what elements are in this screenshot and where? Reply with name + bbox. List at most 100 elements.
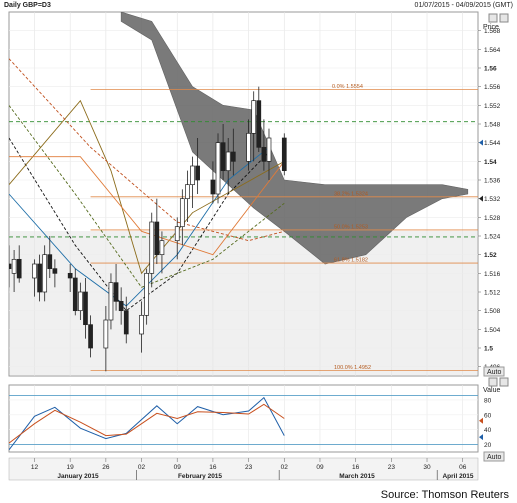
x-month-label: April 2015 (442, 473, 473, 480)
osc-tick-label: 60 (484, 412, 492, 419)
x-month-label: February 2015 (178, 473, 222, 480)
osc-axis-title: Value (483, 387, 500, 394)
candle-down (154, 221, 160, 256)
price-tick-label: 1.512 (484, 290, 501, 297)
candle-up (174, 226, 180, 242)
osc-auto-button[interactable] (483, 451, 505, 462)
candle-down (88, 324, 93, 349)
moving-average-line-1 (9, 137, 270, 312)
moving-average-line-2 (9, 105, 285, 288)
osc-panel-close-button[interactable] (499, 377, 509, 387)
price-lower-shade (10, 231, 477, 375)
candle-down (47, 254, 53, 270)
oscillator-lines (9, 396, 285, 451)
candle-up (266, 137, 272, 162)
candle-up (159, 240, 165, 256)
candle-up (11, 258, 17, 274)
x-tick-label: 06 (459, 464, 467, 471)
price-tick-label: 1.544 (484, 140, 501, 147)
candle-up (149, 221, 155, 274)
price-tick-label: 1.56 (484, 66, 497, 73)
x-tick-label: 30 (423, 464, 431, 471)
candle-down (113, 282, 119, 302)
price-tick-label: 1.548 (484, 122, 501, 129)
candle-down (256, 100, 262, 148)
candle-down (37, 263, 42, 293)
price-tick-label: 1.54 (484, 159, 497, 166)
x-tick-label: 12 (31, 464, 39, 471)
candle-up (42, 254, 48, 293)
price-tick-label: 1.528 (484, 215, 501, 222)
price-tick-label: 1.568 (484, 28, 501, 35)
candle-up (251, 100, 257, 134)
price-panel-minimize-button[interactable] (488, 13, 498, 23)
candle-down (230, 151, 236, 162)
x-tick-label: 16 (209, 464, 217, 471)
fib-label: 50.0% 1.5253 (334, 224, 368, 230)
moving-average-line-5 (9, 58, 285, 242)
reference-lines (9, 121, 478, 238)
candle-up (190, 165, 195, 186)
moving-average-line-3 (9, 99, 285, 275)
price-tick-label: 1.508 (484, 308, 501, 315)
x-tick-label: 09 (174, 464, 182, 471)
candle-down (16, 258, 22, 279)
osc-tick-label: 40 (484, 427, 492, 434)
price-tick-label: 1.516 (484, 271, 501, 278)
x-axis: 12 19 26 02 09 16 23 02 09 16 23 30 06 January 2015 Fe… (31, 458, 474, 480)
candle-down (220, 142, 226, 172)
x-tick-label: 16 (352, 464, 360, 471)
x-month-label: March 2015 (339, 473, 375, 480)
osc-tick-label: 80 (484, 397, 492, 404)
candle-down (83, 291, 88, 326)
oscillator-grid (9, 385, 478, 452)
oscillator-line-1 (9, 403, 285, 444)
chart-title: Daily GBP=D3 (4, 2, 51, 9)
candle-up (78, 291, 83, 312)
candle-down (123, 310, 129, 335)
fib-label: 100.0% 1.4952 (334, 365, 371, 371)
price-axis-title: Price (483, 24, 499, 31)
osc-panel-minimize-button[interactable] (488, 377, 498, 387)
candle-down (72, 277, 78, 312)
date-range: 01/07/2015 - 04/09/2015 (GMT) (414, 2, 513, 9)
candle-up (108, 282, 114, 321)
candle-down (261, 146, 267, 162)
x-tick-label: 19 (67, 464, 75, 471)
x-tick-label: 26 (102, 464, 110, 471)
oscillator-line-0 (9, 396, 285, 451)
x-tick-label: 02 (138, 464, 146, 471)
x-tick-label: 23 (388, 464, 396, 471)
fib-label: 61.8% 1.5182 (334, 258, 368, 264)
current-price-marker (479, 195, 483, 202)
price-panel-close-button[interactable] (499, 13, 509, 23)
price-tick-label: 1.5 (484, 346, 493, 353)
candles (9, 86, 287, 372)
price-tick-label: 1.564 (484, 47, 501, 54)
current-osc-marker (479, 434, 483, 441)
candle-down (118, 300, 124, 312)
x-axis-band (8, 457, 479, 481)
source-credit: Source: Thomson Reuters (380, 489, 509, 501)
x-tick-label: 02 (281, 464, 289, 471)
osc-tick-label: 20 (484, 442, 492, 449)
candle-up (179, 198, 185, 228)
fib-label: 38.2% 1.5324 (334, 191, 368, 197)
x-month-label: January 2015 (57, 473, 99, 480)
candle-down (281, 137, 287, 172)
candle-up (225, 151, 231, 172)
oscillator-axis: Value 80 60 40 20 (479, 387, 500, 449)
candle-up (246, 132, 251, 162)
oscillator-panel (8, 384, 479, 453)
price-tick-label: 1.552 (484, 103, 501, 110)
price-auto-button[interactable] (483, 366, 505, 377)
candle-up (103, 319, 109, 349)
candle-down (9, 263, 12, 270)
fibonacci-levels: 0.0% 1.5554 38.2% 1.5324 50.0% 1.5253 61.8%… (90, 84, 478, 371)
candle-up (185, 184, 190, 200)
price-auto-label: Auto (487, 369, 502, 376)
osc-auto-label: Auto (487, 454, 502, 461)
candle-down (210, 179, 216, 195)
price-axis: Price 1.568 1.564 1.56 1.556 1.552 1.548 1.544… (478, 24, 501, 371)
